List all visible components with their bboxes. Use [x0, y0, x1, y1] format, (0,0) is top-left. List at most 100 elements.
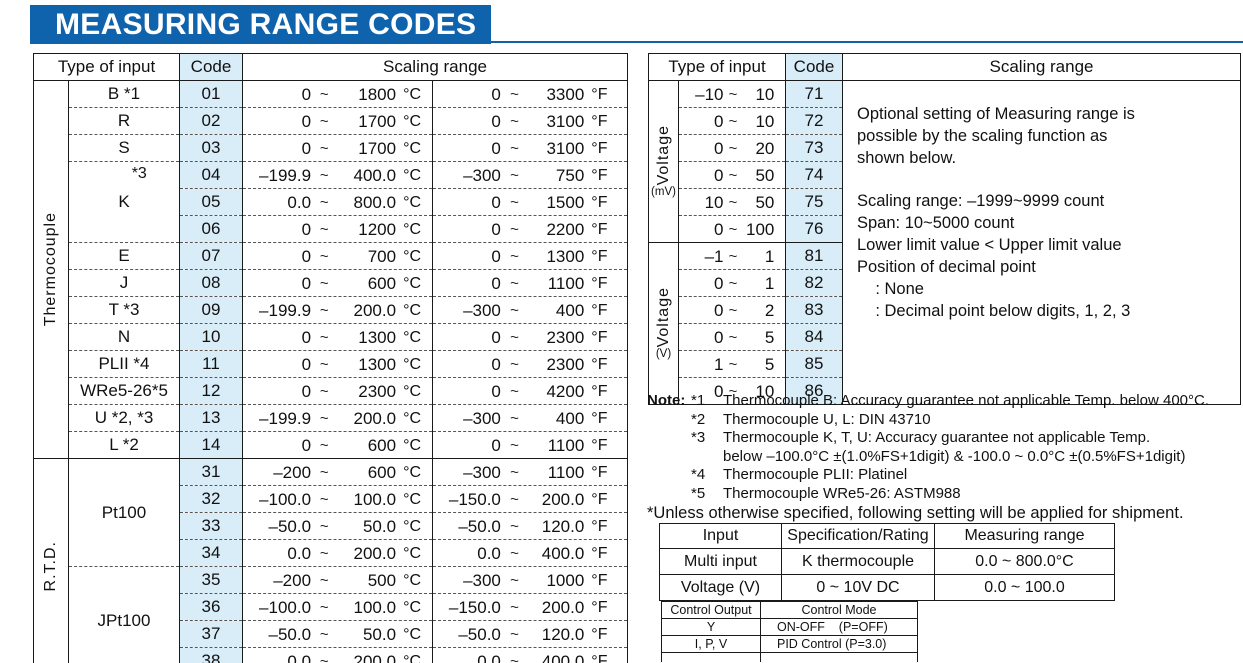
- note-item-continued: below –100.0°C ±(1.0%FS+1digit) & -100.0…: [647, 448, 1243, 467]
- range-cell: 0.0 ~200.0 °C: [242, 647, 433, 663]
- range-cell: –200 ~500 °C: [242, 566, 433, 594]
- range-cell: 0 ~3100 °F: [432, 107, 628, 135]
- input-type-cell: PLII *4: [68, 350, 180, 378]
- code-cell: 01: [179, 80, 243, 108]
- range-cell: –50.0 ~50.0 °C: [242, 512, 433, 540]
- note-text: Thermocouple WRe5-26: ASTM988: [723, 484, 961, 502]
- range-cell: –1 ~1: [678, 242, 786, 270]
- note-star: *4: [691, 466, 706, 483]
- code-cell: 85: [785, 350, 843, 378]
- input-group-cell: Voltage (mV): [648, 80, 679, 243]
- control-output-table: Control Output Control Mode Y ON-OFF (P=OF…: [661, 601, 918, 662]
- note-star: *3: [691, 429, 706, 446]
- table-row: PLII *4 11 0 ~1300 °C 0 ~2300 °F: [34, 350, 628, 378]
- range-cell: 0 ~10: [678, 377, 786, 405]
- input-group-label: Thermocouple: [42, 212, 59, 327]
- range-cell: –150.0 ~200.0 °F: [432, 485, 628, 513]
- column-header: Control Mode: [760, 601, 918, 619]
- input-type-cell: R: [68, 107, 180, 135]
- input-group-sub: (V): [655, 348, 672, 361]
- range-cell: –10 ~10: [678, 80, 786, 108]
- table-cell: I, P, V: [661, 635, 761, 653]
- scaling-range-header: Scaling range: [242, 53, 628, 81]
- note-item: *3 Thermocouple K, T, U: Accuracy guarant…: [647, 429, 1243, 448]
- table-row: Voltage (V) 0 ~ 10V DC 0.0 ~ 100.0: [659, 574, 1115, 601]
- measuring-range-table-right: Type of input Code Scaling range Voltage…: [648, 53, 1241, 405]
- table-cell: Multi input: [659, 548, 782, 575]
- note-label: Note:: [647, 392, 686, 409]
- range-cell: 0 ~4200 °F: [432, 377, 628, 405]
- range-cell: 1 ~5: [678, 350, 786, 378]
- code-cell: 37: [179, 620, 243, 648]
- code-cell: 84: [785, 323, 843, 351]
- range-cell: 0 ~1200 °C: [242, 215, 433, 243]
- range-cell: –50.0 ~50.0 °C: [242, 620, 433, 648]
- input-group-label: Voltage: [654, 124, 672, 186]
- range-cell: 0 ~1300 °F: [432, 242, 628, 270]
- scaling-note-line: Lower limit value < Upper limit value: [857, 236, 1122, 254]
- measuring-range-table-left: Type of input Code Scaling range Thermoc…: [33, 53, 628, 663]
- table-row: *3 K 04 –199.9 ~400.0 °C –300 ~750 °F: [34, 161, 628, 243]
- range-cell: 0 ~1500 °F: [432, 188, 628, 216]
- range-cell: 0 ~1700 °C: [242, 107, 433, 135]
- range-cell: 0 ~1100 °F: [432, 269, 628, 297]
- note-item: *5 Thermocouple WRe5-26: ASTM988: [647, 485, 1243, 504]
- code-cell: 02: [179, 107, 243, 135]
- table-row: 0 ~10 86: [649, 377, 1241, 405]
- code-cell: 31: [179, 458, 243, 486]
- range-cell: 0 ~1700 °C: [242, 134, 433, 162]
- type-of-input-header: Type of input: [648, 53, 786, 81]
- table-row: 32 –100.0 ~100.0 °C –150.0 ~200.0 °F: [34, 485, 628, 513]
- table-row: R.T.D. Pt100 31 –200 ~600 °C –300 ~1100 °F: [33, 458, 628, 663]
- input-type-cell: E: [68, 242, 180, 270]
- code-cell: 82: [785, 269, 843, 297]
- type-label: PLII *4: [98, 354, 150, 373]
- column-header: Input: [659, 523, 782, 549]
- table-row: 0 ~2 83: [649, 296, 1241, 324]
- code-cell: 05: [179, 188, 243, 216]
- type-label: JPt100: [97, 610, 151, 630]
- code-cell: 83: [785, 296, 843, 324]
- type-note: *3: [131, 165, 147, 182]
- type-label: R: [117, 111, 131, 130]
- table-row: Multi input K thermocouple 0.0 ~ 800.0°C: [659, 548, 1115, 575]
- column-header: Specification/Rating: [781, 523, 935, 549]
- range-cell: –199.9 ~200.0 °C: [242, 296, 433, 324]
- range-cell: –199.9 ~200.0 °C: [242, 404, 433, 432]
- range-cell: –100.0 ~100.0 °C: [242, 593, 433, 621]
- notes-block: Note: *1 Thermocouple B: Accuracy guarante…: [647, 392, 1243, 503]
- shipment-table: Input Specification/Rating Measuring range…: [659, 523, 1115, 601]
- range-cell: 0 ~600 °C: [242, 269, 433, 297]
- type-label: L *2: [109, 435, 139, 454]
- input-type-cell: WRe5-26*5: [68, 377, 180, 405]
- note-item: *2 Thermocouple U, L: DIN 43710: [647, 411, 1243, 430]
- range-cell: 0 ~1300 °C: [242, 323, 433, 351]
- range-cell: 0 ~5: [678, 323, 786, 351]
- code-cell: 08: [179, 269, 243, 297]
- type-label: E: [118, 246, 130, 265]
- input-group-sub: (mV): [651, 186, 676, 199]
- range-cell: 0 ~1300 °C: [242, 350, 433, 378]
- range-cell: 0 ~50: [678, 161, 786, 189]
- range-cell: –200 ~600 °C: [242, 458, 433, 486]
- scaling-note-line: : None: [857, 280, 924, 298]
- range-cell: –50.0 ~120.0 °F: [432, 620, 628, 648]
- range-cell: 0 ~10: [678, 107, 786, 135]
- table-row: 38 0.0 ~200.0 °C 0.0 ~400.0 °F: [34, 647, 628, 663]
- type-label: S: [118, 138, 130, 157]
- scaling-range-header: Scaling range: [842, 53, 1241, 81]
- code-cell: 11: [179, 350, 243, 378]
- table-row: Voltage (mV) –10 ~10 71 Optional setting of M…: [648, 80, 1241, 405]
- code-cell: 71: [785, 80, 843, 108]
- table-row: WRe5-26*5 12 0 ~2300 °C 0 ~4200 °F: [34, 377, 628, 405]
- scaling-note-cell: Optional setting of Measuring range is po…: [842, 80, 1241, 405]
- range-cell: –199.9 ~400.0 °C: [242, 161, 433, 189]
- range-cell: –300 ~400 °F: [432, 296, 628, 324]
- scaling-note-line: : Decimal point below digits, 1, 2, 3: [857, 302, 1131, 320]
- range-cell: 0 ~600 °C: [242, 431, 433, 459]
- note-label-spacer: [647, 429, 691, 448]
- table-row: 06 0 ~1200 °C 0 ~2200 °F: [34, 215, 628, 243]
- input-type-cell: B *1: [68, 80, 180, 108]
- type-label: U *2, *3: [94, 408, 154, 427]
- range-cell: 0 ~2300 °C: [242, 377, 433, 405]
